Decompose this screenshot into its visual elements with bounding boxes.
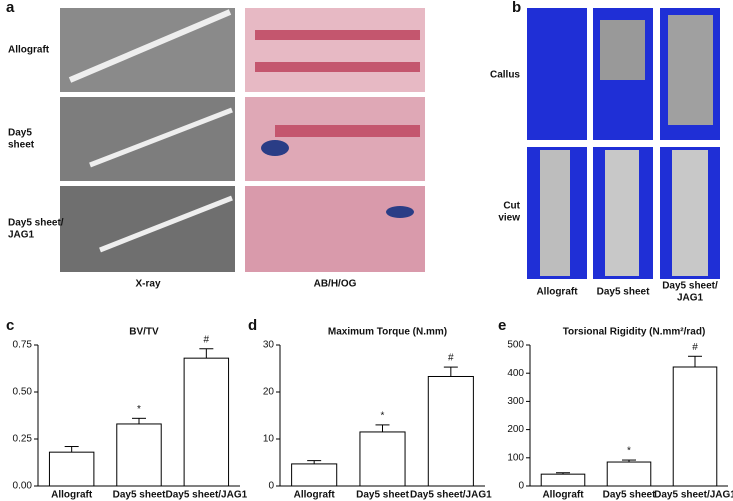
label: Allograft [536, 287, 578, 298]
y-tick-label: 500 [507, 340, 524, 351]
bar [540, 473, 586, 487]
x-tick-label: Day5 sheet [113, 490, 166, 501]
label: sheet [8, 140, 35, 151]
y-tick-label: 0 [268, 481, 274, 492]
significance-marker: * [137, 404, 141, 415]
histology-image [245, 186, 425, 272]
significance-marker: * [381, 411, 385, 422]
y-tick-label: 200 [507, 424, 524, 435]
column-label: X-ray [135, 279, 160, 290]
histology-image [245, 97, 425, 181]
y-tick-label: 20 [263, 387, 275, 398]
chart-title: BV/TV [129, 327, 159, 338]
label: Day5 sheet [597, 287, 650, 298]
rod [99, 195, 233, 253]
stain [261, 140, 289, 156]
label: Day5 [8, 128, 32, 139]
bar [48, 451, 95, 487]
histology-image [245, 8, 425, 92]
label: Cut [503, 201, 520, 212]
y-tick-label: 100 [507, 452, 524, 463]
label: Callus [490, 70, 520, 81]
bone [668, 15, 713, 125]
xray-image [60, 97, 235, 181]
label: JAG1 [677, 293, 704, 304]
bar [116, 423, 162, 487]
bone [605, 150, 639, 276]
panel-label: d [248, 317, 257, 334]
significance-marker: # [204, 334, 210, 345]
y-tick-label: 0.75 [13, 340, 33, 351]
ct-image [527, 8, 587, 140]
x-tick-label: Day5 sheet/JAG1 [165, 490, 247, 501]
bar [359, 431, 406, 487]
bar [606, 461, 652, 487]
y-tick-label: 400 [507, 368, 524, 379]
tissue [255, 30, 420, 40]
column-label: AB/H/OG [314, 279, 357, 290]
y-tick-label: 30 [263, 340, 275, 351]
panel-label: a [6, 0, 15, 16]
bar [183, 357, 230, 487]
y-tick-label: 300 [507, 396, 524, 407]
significance-marker: # [448, 353, 454, 364]
panel-label: b [512, 0, 521, 16]
bar [291, 463, 338, 487]
label: view [498, 213, 520, 224]
tissue [255, 62, 420, 72]
chart-title: Maximum Torque (N.mm) [328, 327, 447, 338]
bone [672, 150, 708, 276]
y-tick-label: 0.25 [13, 434, 33, 445]
x-tick-label: Day5 sheet [603, 490, 656, 501]
image-panels [60, 8, 720, 279]
x-tick-label: Day5 sheet [356, 490, 409, 501]
significance-marker: * [627, 446, 631, 457]
label: Day5 sheet/ [8, 218, 64, 229]
bar [672, 366, 718, 487]
y-tick-label: 0.00 [13, 481, 33, 492]
label: JAG1 [8, 230, 35, 241]
x-tick-label: Day5 sheet/JAG1 [654, 490, 733, 501]
tissue [275, 125, 420, 137]
bone [600, 20, 645, 80]
x-tick-label: Allograft [294, 490, 336, 501]
significance-marker: # [692, 342, 698, 353]
chart-title: Torsional Rigidity (N.mm²/rad) [563, 327, 706, 338]
rod [68, 9, 232, 83]
panel-label: c [6, 317, 14, 334]
panel-label: e [498, 317, 506, 334]
y-tick-label: 0.50 [13, 387, 33, 398]
x-tick-label: Day5 sheet/JAG1 [410, 490, 492, 501]
label: Allograft [8, 45, 50, 56]
x-tick-label: Allograft [542, 490, 584, 501]
y-tick-label: 10 [263, 434, 275, 445]
y-tick-label: 0 [518, 481, 524, 492]
x-tick-label: Allograft [51, 490, 93, 501]
stain [386, 206, 414, 218]
rod [89, 107, 233, 168]
bar [427, 375, 474, 487]
bone [540, 150, 570, 276]
label: Day5 sheet/ [662, 281, 718, 292]
